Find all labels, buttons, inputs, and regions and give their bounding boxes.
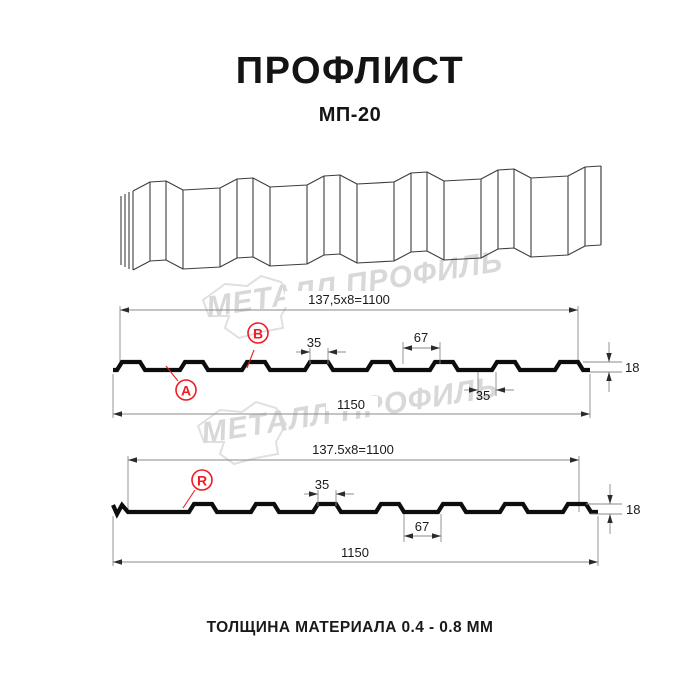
dim-18-a: 18 [583, 342, 639, 392]
dim-18-a-text: 18 [625, 360, 639, 375]
iso-sheet-body [120, 165, 602, 271]
dim-18-b-text: 18 [626, 502, 640, 517]
dim-18-b: 18 [586, 484, 640, 534]
profile-outline-a [113, 359, 590, 373]
dim-35-b-text: 35 [315, 477, 329, 492]
dim-top-b-text: 137.5x8=1100 [312, 442, 394, 457]
dim-top-a: 137,5x8=1100 [119, 291, 579, 362]
callout-a: A [165, 365, 197, 401]
watermark-text-1: МЕТАЛЛ ПРОФИЛЬ [204, 244, 506, 325]
dim-bottom-b: 1150 [112, 516, 599, 566]
dim-67-b: 67 [403, 514, 442, 542]
dim-35-b: 35 [304, 477, 354, 506]
dim-67-a: 67 [402, 330, 441, 364]
dim-67-b-text: 67 [415, 519, 429, 534]
page-title: ПРОФЛИСТ [235, 50, 465, 92]
dim-bottom-a-text: 1150 [337, 397, 365, 412]
callout-r: R [182, 469, 213, 509]
callout-r-label: R [197, 473, 207, 489]
watermark-logo-1 [201, 274, 293, 340]
dim-35-lower-a-text: 35 [476, 388, 490, 403]
profile-outline-b [111, 501, 598, 519]
dim-top-a-text: 137,5x8=1100 [308, 292, 390, 307]
dim-bottom-a: 1150 [112, 374, 591, 418]
dim-67-a-text: 67 [414, 330, 428, 345]
watermark-logo-2 [196, 400, 288, 466]
callout-b-label: B [253, 326, 263, 342]
title-block: ПРОФЛИСТ МП-20 [0, 52, 700, 127]
callout-b: B [246, 322, 269, 369]
dim-35-upper-a-text: 35 [307, 335, 321, 350]
dim-bottom-b-text: 1150 [341, 545, 369, 560]
material-thickness-note: ТОЛЩИНА МАТЕРИАЛА 0.4 - 0.8 ММ [206, 619, 494, 636]
dim-top-b: 137.5x8=1100 [127, 441, 580, 512]
callout-a-label: A [181, 383, 191, 399]
watermark-text-2: МЕТАЛЛ ПРОФИЛЬ [199, 370, 501, 451]
dim-35-upper-a: 35 [296, 335, 346, 364]
page-subtitle: МП-20 [318, 104, 382, 126]
dim-35-lower-a: 35 [464, 372, 514, 403]
